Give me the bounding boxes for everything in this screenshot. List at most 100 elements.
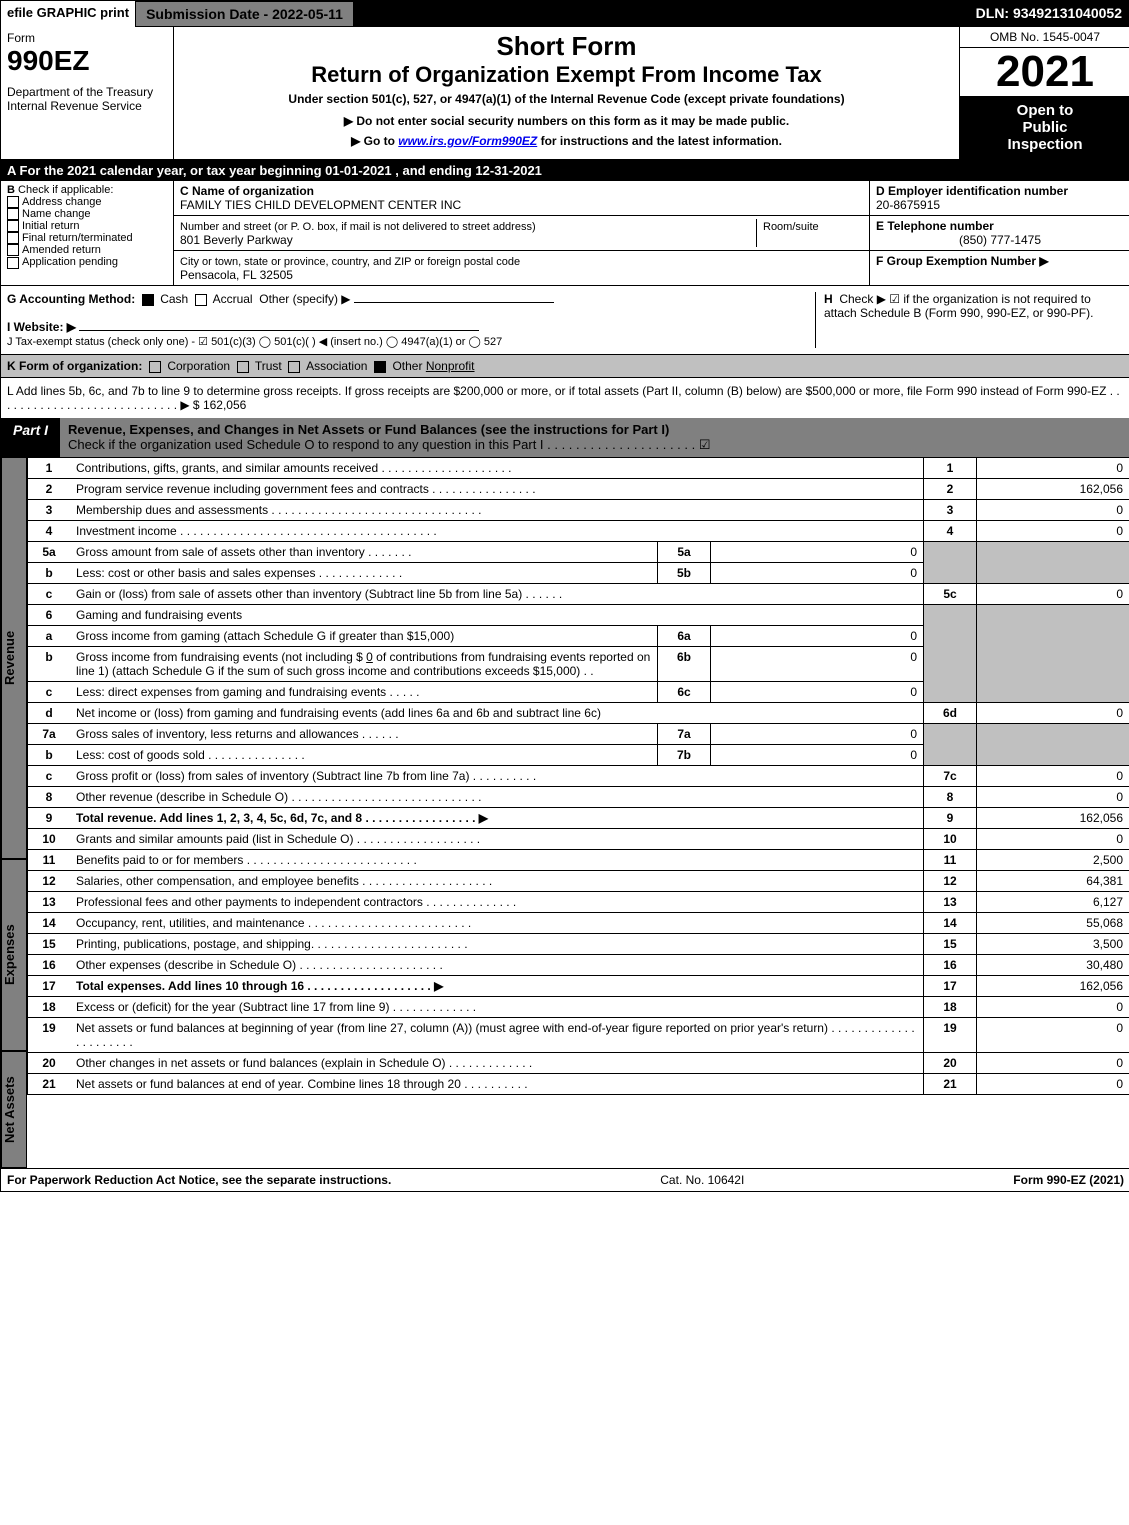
header-center: Short Form Return of Organization Exempt… (174, 27, 959, 159)
website-input[interactable] (79, 330, 479, 331)
phone: (850) 777-1475 (959, 233, 1041, 247)
footer-right: Form 990-EZ (2021) (1013, 1173, 1124, 1187)
lbl-amended-return: Amended return (22, 244, 101, 256)
efile-label[interactable]: efile GRAPHIC print (1, 1, 135, 27)
part1-label: Part I (1, 418, 60, 457)
line-13: 13Professional fees and other payments t… (28, 892, 1129, 913)
h-label: H (824, 292, 833, 306)
lbl-final-return: Final return/terminated (22, 232, 133, 244)
side-revenue: Revenue (1, 457, 27, 859)
line-20: 20Other changes in net assets or fund ba… (28, 1053, 1129, 1074)
cb-final-return[interactable] (7, 232, 19, 244)
form-word: Form (7, 31, 167, 45)
short-form-title: Short Form (178, 31, 955, 62)
line-10: 10Grants and similar amounts paid (list … (28, 829, 1129, 850)
line-7c: cGross profit or (loss) from sales of in… (28, 766, 1129, 787)
org-address: 801 Beverly Parkway (180, 233, 293, 247)
lbl-address-change: Address change (22, 196, 102, 208)
l-amount: 162,056 (203, 398, 246, 412)
line-8: 8Other revenue (describe in Schedule O) … (28, 787, 1129, 808)
line-16: 16Other expenses (describe in Schedule O… (28, 955, 1129, 976)
dln: DLN: 93492131040052 (968, 1, 1129, 27)
line-12: 12Salaries, other compensation, and empl… (28, 871, 1129, 892)
side-netassets: Net Assets (1, 1051, 27, 1168)
row-l: L Add lines 5b, 6c, and 7b to line 9 to … (1, 378, 1129, 418)
section-def: D Employer identification number 20-8675… (869, 181, 1129, 285)
line-5a: 5aGross amount from sale of assets other… (28, 542, 1129, 563)
j-row: J Tax-exempt status (check only one) - ☑… (7, 336, 502, 348)
i-label: I Website: ▶ (7, 320, 76, 334)
line-15: 15Printing, publications, postage, and s… (28, 934, 1129, 955)
cb-application-pending[interactable] (7, 257, 19, 269)
lbl-other: Other (specify) ▶ (259, 292, 350, 306)
lbl-application-pending: Application pending (22, 256, 118, 268)
form-header: Form 990EZ Department of the Treasury In… (1, 27, 1129, 160)
cb-cash[interactable] (142, 294, 154, 306)
cb-initial-return[interactable] (7, 220, 19, 232)
footer-mid: Cat. No. 10642I (391, 1173, 1013, 1187)
d-label: D Employer identification number (876, 184, 1068, 198)
subtitle: Under section 501(c), 527, or 4947(a)(1)… (178, 92, 955, 106)
line-3: 3Membership dues and assessments . . . .… (28, 500, 1129, 521)
cb-assoc[interactable] (288, 361, 300, 373)
header-right: OMB No. 1545-0047 2021 Open to Public In… (959, 27, 1129, 159)
lines-table: 1Contributions, gifts, grants, and simil… (27, 457, 1129, 1095)
submission-date[interactable]: Submission Date - 2022-05-11 (135, 1, 354, 27)
g-label: G Accounting Method: (7, 292, 135, 306)
omb-number: OMB No. 1545-0047 (960, 27, 1129, 48)
header-left: Form 990EZ Department of the Treasury In… (1, 27, 174, 159)
h-text: Check ▶ ☑ if the organization is not req… (824, 292, 1093, 320)
line-11: 11Benefits paid to or for members . . . … (28, 850, 1129, 871)
open-to: Open to (964, 102, 1126, 119)
note-goto: ▶ Go to www.irs.gov/Form990EZ for instru… (178, 134, 955, 148)
section-c: C Name of organization FAMILY TIES CHILD… (174, 181, 869, 285)
return-title: Return of Organization Exempt From Incom… (178, 62, 955, 88)
dept-irs: Internal Revenue Service (7, 99, 167, 113)
other-org-value: Nonprofit (426, 359, 475, 373)
line-6: 6Gaming and fundraising events (28, 605, 1129, 626)
irs-link[interactable]: www.irs.gov/Form990EZ (398, 134, 537, 148)
lbl-initial-return: Initial return (22, 220, 79, 232)
c-name-label: C Name of organization (180, 184, 314, 198)
lbl-other-org: Other (392, 359, 422, 373)
line-1: 1Contributions, gifts, grants, and simil… (28, 458, 1129, 479)
lines-wrapper: Revenue Expenses Net Assets 1Contributio… (1, 457, 1129, 1168)
other-input[interactable] (354, 302, 554, 303)
l-text: L Add lines 5b, 6c, and 7b to line 9 to … (7, 384, 1120, 412)
cb-other-org[interactable] (374, 361, 386, 373)
lbl-trust: Trust (255, 359, 282, 373)
k-label: K Form of organization: (7, 359, 142, 373)
e-label: E Telephone number (876, 219, 994, 233)
part1-title: Revenue, Expenses, and Changes in Net As… (60, 418, 1129, 457)
part1-title-bold: Revenue, Expenses, and Changes in Net As… (68, 422, 669, 437)
line-14: 14Occupancy, rent, utilities, and mainte… (28, 913, 1129, 934)
lbl-corp: Corporation (167, 359, 230, 373)
line-5c: cGain or (loss) from sale of assets othe… (28, 584, 1129, 605)
b-check-if: Check if applicable: (18, 184, 113, 196)
lbl-accrual: Accrual (213, 292, 253, 306)
f-label: F Group Exemption Number ▶ (876, 254, 1049, 268)
cb-name-change[interactable] (7, 208, 19, 220)
footer-left: For Paperwork Reduction Act Notice, see … (7, 1173, 391, 1187)
cb-trust[interactable] (237, 361, 249, 373)
line-6d: dNet income or (loss) from gaming and fu… (28, 703, 1129, 724)
line-17: 17Total expenses. Add lines 10 through 1… (28, 976, 1129, 997)
cb-accrual[interactable] (195, 294, 207, 306)
line-2: 2Program service revenue including gover… (28, 479, 1129, 500)
lbl-assoc: Association (306, 359, 367, 373)
section-b: B Check if applicable: Address change Na… (1, 181, 174, 285)
lbl-cash: Cash (160, 292, 188, 306)
section-a: A For the 2021 calendar year, or tax yea… (1, 160, 1129, 181)
line-7a: 7aGross sales of inventory, less returns… (28, 724, 1129, 745)
row-k: K Form of organization: Corporation Trus… (1, 354, 1129, 378)
cb-amended-return[interactable] (7, 244, 19, 256)
line-21: 21Net assets or fund balances at end of … (28, 1074, 1129, 1095)
top-bar: efile GRAPHIC print Submission Date - 20… (1, 1, 1129, 27)
tax-year: 2021 (960, 48, 1129, 96)
cb-address-change[interactable] (7, 196, 19, 208)
room-label: Room/suite (763, 221, 819, 233)
line-4: 4Investment income . . . . . . . . . . .… (28, 521, 1129, 542)
b-label: B (7, 184, 15, 196)
cb-corp[interactable] (149, 361, 161, 373)
note2-post: for instructions and the latest informat… (537, 134, 782, 148)
